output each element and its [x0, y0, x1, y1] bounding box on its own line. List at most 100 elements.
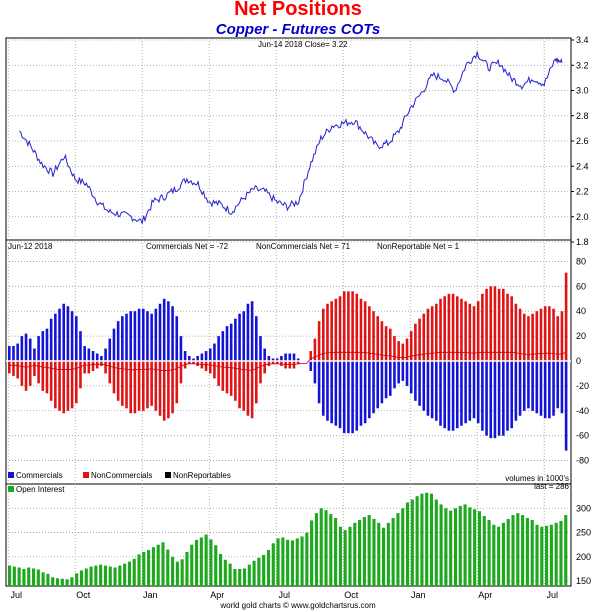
commercials-bar	[543, 361, 547, 419]
commercials-bar	[464, 361, 467, 424]
open-interest-bar	[487, 519, 491, 586]
commercials-bar	[116, 321, 120, 361]
noncommercials-bar	[338, 296, 342, 361]
noncommercials-bar	[355, 293, 359, 361]
open-interest-bar	[516, 513, 520, 586]
open-interest-bar	[506, 518, 510, 586]
commercials-bar	[485, 361, 488, 436]
commercials-bar	[326, 361, 329, 421]
open-interest-bar	[405, 502, 410, 586]
price-y-tick-label: 2.2	[576, 187, 589, 197]
noncommercials-bar	[229, 361, 233, 396]
open-interest-bar	[358, 519, 362, 586]
legend-commercials: Commercials	[8, 471, 63, 480]
open-interest-bar	[156, 544, 160, 586]
commercials-bar	[393, 361, 396, 389]
commercials-bar	[560, 361, 564, 414]
noncommercials-bar	[91, 361, 95, 371]
commercials-bar	[447, 361, 451, 431]
noncommercials-bar	[238, 361, 241, 409]
open-interest-bar	[386, 522, 390, 586]
noncommercials-bar	[514, 303, 518, 361]
noncommercials-bar	[280, 361, 283, 366]
open-interest-bar	[60, 578, 64, 586]
commercials-bar	[409, 361, 413, 394]
noncommercials-bar	[104, 361, 107, 374]
open-interest-bar	[420, 493, 424, 586]
noncommercials-bar	[54, 361, 57, 409]
noncommercials-bar	[242, 361, 246, 411]
oi-y-tick-label: 250	[576, 528, 591, 538]
price-y-tick-label: 2.6	[576, 136, 589, 146]
open-interest-bar	[549, 524, 553, 586]
commercials-bar	[422, 361, 426, 411]
open-interest-bar	[530, 519, 534, 586]
open-interest-bar	[228, 563, 232, 586]
oi-y-tick-label: 200	[576, 552, 591, 562]
open-interest-bar	[367, 515, 371, 586]
noncommercials-bar	[476, 301, 480, 361]
commercials-bar	[234, 318, 237, 361]
open-interest-bar	[425, 492, 429, 586]
commercials-bar	[246, 303, 250, 361]
open-interest-bar	[501, 522, 505, 586]
open-interest-bar	[79, 570, 84, 586]
commercials-bar	[439, 361, 442, 426]
commercials-bar	[24, 333, 28, 361]
noncommercials-bar	[518, 308, 522, 361]
noncommercials-bar	[141, 361, 145, 411]
commercials-bar	[183, 351, 187, 361]
open-interest-bar	[439, 504, 443, 586]
commercials-bar	[133, 311, 137, 361]
noncommercials-bar	[472, 306, 476, 361]
commercials-bar	[54, 313, 57, 361]
open-interest-bar	[410, 499, 414, 586]
open-interest-bar	[396, 513, 400, 586]
noncommercials-bar	[313, 338, 317, 361]
cot-y-tick-label: -60	[576, 431, 589, 441]
noncommercials-bar	[493, 286, 497, 361]
noncommercials-bar	[175, 361, 179, 404]
x-tick-label: Apr	[210, 590, 224, 600]
commercials-bar	[242, 311, 246, 361]
open-interest-bar	[171, 556, 175, 586]
commercials-bar	[288, 353, 292, 361]
commercials-bar	[313, 361, 317, 384]
noncommercials-bar	[213, 361, 216, 379]
commercials-bar	[363, 361, 367, 424]
legend-nonreportables: NonReportables	[165, 471, 231, 480]
open-interest-bar	[247, 564, 251, 586]
noncommercials-bar	[49, 361, 53, 401]
open-interest-bar	[276, 538, 280, 586]
commercials-bar	[141, 308, 145, 361]
commercials-bar	[250, 301, 254, 361]
open-interest-bar	[195, 539, 199, 586]
open-interest-bar	[362, 517, 366, 586]
commercials-bar	[426, 361, 430, 416]
noncommercials-bar	[133, 361, 137, 414]
open-interest-bar	[41, 572, 45, 586]
open-interest-bar	[166, 549, 170, 586]
open-interest-bar	[218, 553, 223, 586]
price-y-tick-label: 2.8	[576, 111, 589, 121]
commercials-bar	[351, 361, 354, 434]
open-interest-bar	[113, 567, 117, 586]
noncommercials-bar	[401, 343, 405, 361]
open-interest-bar	[525, 518, 529, 586]
noncommercials-bar	[234, 361, 237, 401]
noncommercials-bar	[502, 288, 505, 361]
noncommercials-bar	[204, 361, 208, 371]
commercials-bar	[192, 358, 195, 361]
open-interest-bar	[300, 536, 304, 586]
open-interest-bar	[185, 552, 189, 586]
commercials-bar	[33, 348, 36, 361]
oi-y-tick-label: 300	[576, 503, 591, 513]
noncommercials-bar	[208, 361, 212, 374]
open-interest-bar	[444, 508, 448, 586]
noncommercials-bar	[451, 293, 455, 361]
commercials-bar	[45, 328, 49, 361]
open-interest-bar	[242, 568, 247, 586]
open-interest-bar	[343, 530, 347, 586]
open-interest-bar	[214, 545, 218, 586]
